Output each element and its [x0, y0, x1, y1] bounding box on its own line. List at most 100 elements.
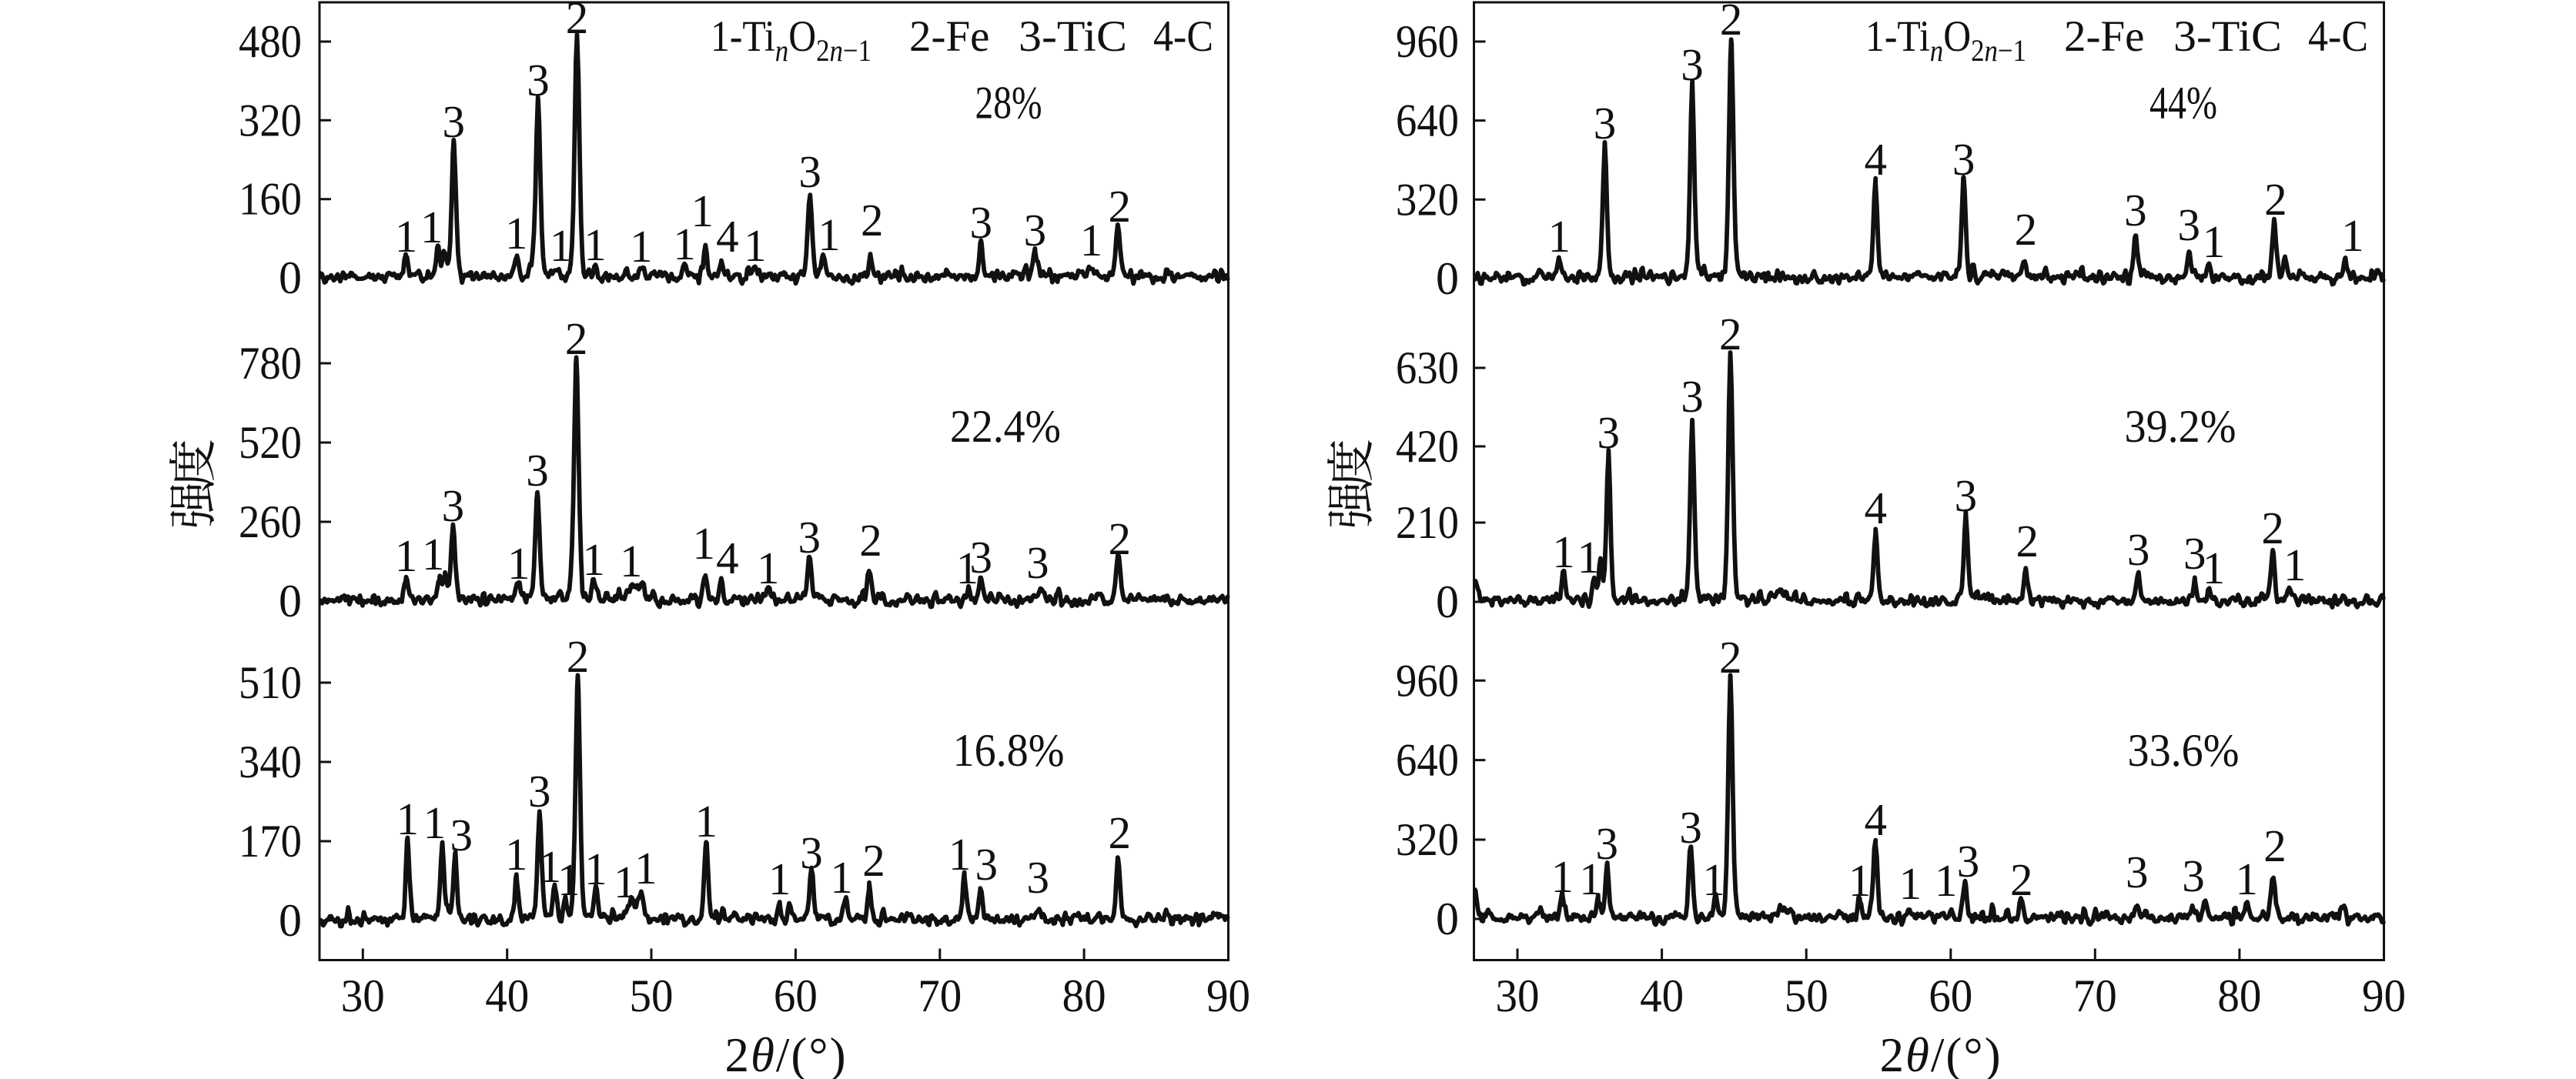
svg-text:1: 1	[630, 221, 653, 272]
svg-text:640: 640	[1396, 95, 1459, 146]
svg-text:80: 80	[2217, 970, 2261, 1021]
svg-text:0: 0	[1436, 894, 1459, 944]
svg-text:3-TiC: 3-TiC	[2173, 12, 2282, 61]
svg-text:2: 2	[1108, 807, 1131, 858]
svg-text:3: 3	[526, 445, 549, 496]
svg-text:420: 420	[1396, 421, 1459, 472]
svg-text:2: 2	[567, 631, 590, 682]
svg-text:50: 50	[630, 970, 674, 1021]
svg-text:3: 3	[1679, 802, 1702, 853]
svg-text:0: 0	[1436, 253, 1459, 304]
svg-text:1: 1	[1702, 854, 1725, 905]
svg-text:2θ/(°): 2θ/(°)	[724, 1028, 847, 1079]
svg-text:3: 3	[798, 146, 821, 197]
svg-text:320: 320	[239, 95, 302, 145]
svg-text:3: 3	[2182, 850, 2205, 901]
svg-text:1: 1	[693, 518, 716, 569]
svg-text:1: 1	[1080, 215, 1103, 266]
svg-text:3: 3	[1681, 39, 1704, 90]
svg-text:1: 1	[620, 536, 643, 586]
svg-text:3: 3	[2126, 847, 2149, 897]
svg-text:50: 50	[1785, 970, 1828, 1021]
svg-text:2: 2	[859, 515, 882, 566]
svg-text:0: 0	[279, 895, 302, 946]
svg-text:3: 3	[1026, 537, 1049, 588]
svg-text:44%: 44%	[2149, 78, 2217, 129]
svg-text:1: 1	[422, 529, 445, 580]
svg-text:30: 30	[341, 970, 385, 1021]
svg-text:1: 1	[396, 793, 420, 844]
svg-text:1: 1	[956, 543, 979, 593]
svg-text:2: 2	[1108, 181, 1131, 232]
svg-text:170: 170	[239, 816, 302, 867]
svg-text:0: 0	[1436, 576, 1459, 627]
svg-text:4: 4	[716, 211, 739, 262]
svg-text:1: 1	[1848, 855, 1872, 906]
svg-text:1: 1	[584, 843, 607, 894]
svg-text:3: 3	[2183, 528, 2206, 579]
svg-text:4: 4	[1864, 483, 1887, 533]
svg-text:70: 70	[918, 970, 962, 1021]
svg-text:1: 1	[634, 843, 657, 894]
svg-text:1: 1	[539, 841, 562, 892]
svg-text:2: 2	[2010, 854, 2033, 905]
svg-text:3-TiC: 3-TiC	[1019, 12, 1127, 61]
svg-text:3: 3	[975, 839, 998, 890]
svg-text:1: 1	[1548, 211, 1571, 262]
svg-text:70: 70	[2073, 970, 2117, 1021]
svg-text:1: 1	[395, 530, 418, 581]
svg-text:4: 4	[1864, 134, 1887, 185]
svg-text:3: 3	[1026, 852, 1049, 903]
svg-text:2: 2	[1719, 309, 1742, 359]
svg-text:3: 3	[1681, 371, 1704, 422]
svg-text:630: 630	[1396, 342, 1459, 393]
svg-text:3: 3	[450, 810, 473, 860]
svg-text:2-Fe: 2-Fe	[909, 12, 989, 61]
svg-text:1: 1	[2283, 540, 2307, 590]
svg-text:3: 3	[527, 55, 550, 105]
svg-text:1: 1	[1552, 526, 1575, 577]
svg-text:80: 80	[1062, 970, 1106, 1021]
svg-text:3: 3	[798, 512, 821, 563]
svg-text:260: 260	[239, 496, 302, 547]
svg-text:480: 480	[239, 16, 302, 67]
svg-text:3: 3	[1024, 205, 1047, 256]
svg-text:4-C: 4-C	[2308, 12, 2368, 61]
svg-text:2: 2	[861, 195, 884, 246]
svg-text:1: 1	[557, 854, 580, 905]
svg-text:1: 1	[550, 220, 573, 271]
svg-text:1: 1	[768, 854, 791, 904]
svg-text:2-Fe: 2-Fe	[2064, 12, 2144, 61]
svg-text:39.2%: 39.2%	[2125, 401, 2236, 452]
svg-text:2: 2	[2016, 516, 2039, 566]
svg-text:2: 2	[2264, 174, 2287, 225]
svg-text:210: 210	[1396, 497, 1459, 548]
svg-text:2: 2	[1720, 0, 1743, 45]
svg-text:3: 3	[2127, 524, 2150, 575]
svg-text:3: 3	[1955, 470, 1978, 521]
svg-text:2: 2	[1108, 513, 1131, 564]
svg-text:1: 1	[2236, 854, 2259, 904]
svg-text:1: 1	[614, 857, 637, 907]
svg-text:1: 1	[830, 852, 853, 903]
svg-text:0: 0	[279, 252, 302, 303]
svg-text:3: 3	[1596, 818, 1619, 869]
svg-text:1: 1	[505, 829, 528, 880]
svg-text:3: 3	[969, 532, 992, 583]
svg-text:2: 2	[1719, 632, 1742, 683]
svg-text:90: 90	[1206, 970, 1250, 1021]
svg-text:1: 1	[395, 211, 418, 262]
svg-text:0: 0	[279, 576, 302, 626]
svg-text:3: 3	[1952, 134, 1975, 185]
svg-text:28%: 28%	[975, 78, 1042, 129]
svg-text:160: 160	[239, 174, 302, 225]
svg-text:2: 2	[2015, 204, 2038, 255]
svg-text:1: 1	[1551, 851, 1574, 902]
svg-text:1: 1	[694, 796, 718, 847]
svg-text:3: 3	[2178, 199, 2201, 250]
svg-text:340: 340	[239, 737, 302, 787]
svg-text:1: 1	[507, 538, 530, 589]
svg-text:4: 4	[1864, 794, 1887, 845]
svg-text:3: 3	[2124, 185, 2147, 236]
svg-text:520: 520	[239, 417, 302, 468]
